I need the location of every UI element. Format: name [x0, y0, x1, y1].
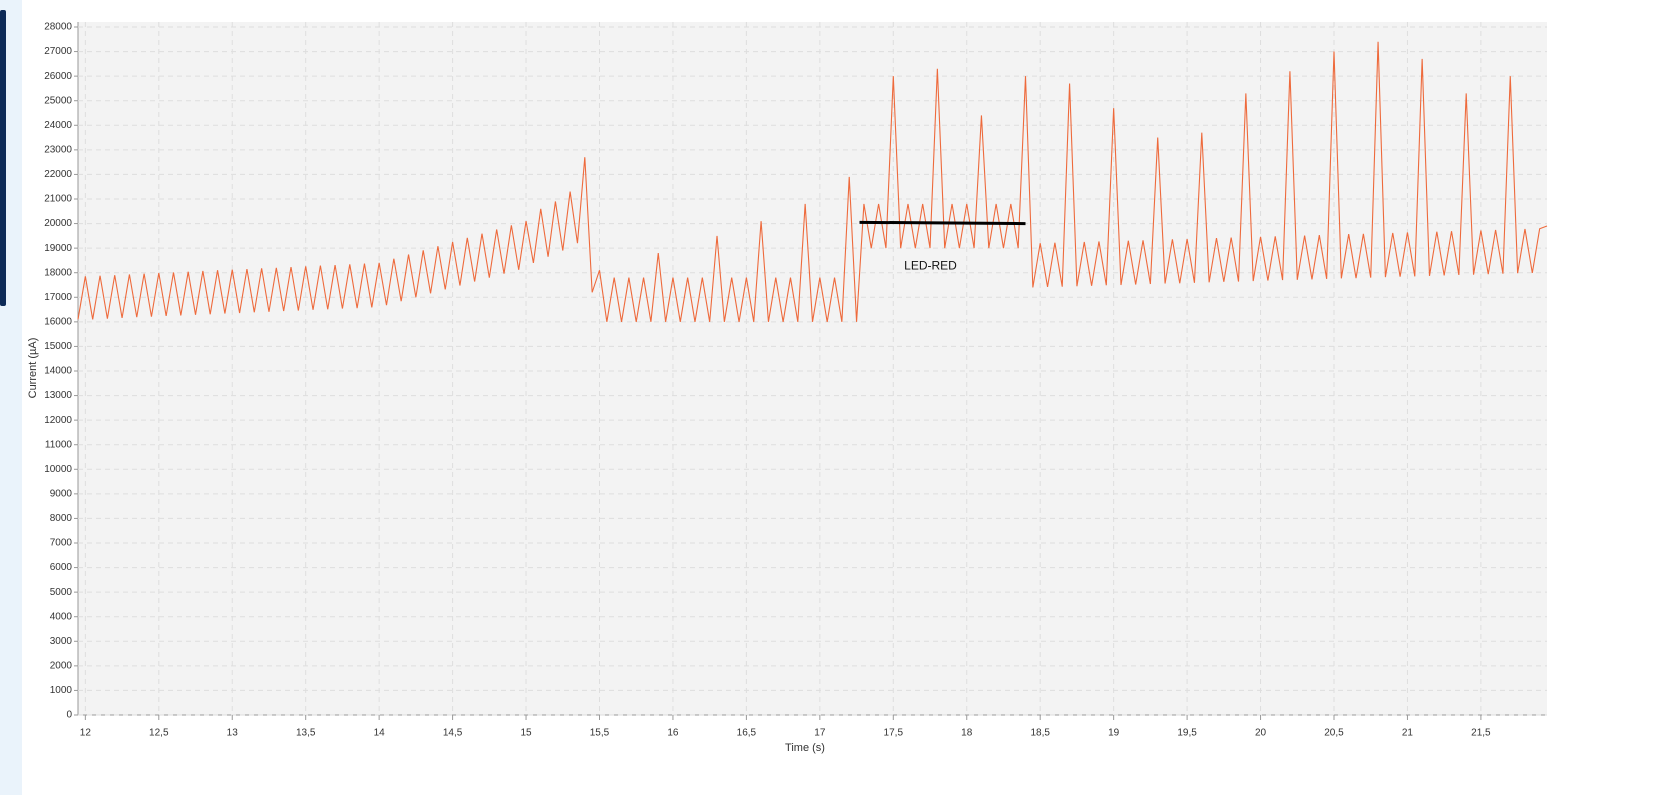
x-tick-label: 17 — [814, 728, 826, 739]
sidebar-handle[interactable] — [0, 10, 6, 306]
y-tick-label: 17000 — [44, 292, 72, 303]
x-tick-label: 12 — [80, 728, 92, 739]
annotation-line — [859, 220, 1026, 226]
x-tick-label: 16,5 — [737, 728, 757, 739]
y-tick-label: 22000 — [44, 169, 72, 180]
x-tick-label: 19,5 — [1177, 728, 1197, 739]
y-tick-label: 2000 — [50, 660, 73, 671]
y-tick-label: 4000 — [50, 611, 73, 622]
x-tick-label: 15,5 — [590, 728, 610, 739]
x-tick-label: 20 — [1255, 728, 1267, 739]
y-tick-label: 20000 — [44, 218, 72, 229]
y-tick-label: 12000 — [44, 415, 72, 426]
y-tick-label: 15000 — [44, 341, 72, 352]
y-tick-label: 24000 — [44, 120, 72, 131]
y-tick-label: 1000 — [50, 685, 73, 696]
y-tick-label: 27000 — [44, 46, 72, 57]
y-tick-label: 11000 — [45, 439, 73, 450]
y-tick-label: 25000 — [44, 95, 72, 106]
x-tick-label: 14 — [374, 728, 386, 739]
y-tick-label: 19000 — [44, 243, 72, 254]
x-axis-title: Time (s) — [785, 742, 825, 754]
x-tick-label: 18,5 — [1030, 728, 1050, 739]
y-tick-label: 5000 — [50, 587, 73, 598]
y-tick-label: 6000 — [50, 562, 73, 573]
y-tick-label: 7000 — [50, 538, 73, 549]
x-tick-label: 21,5 — [1471, 728, 1491, 739]
y-tick-label: 28000 — [44, 22, 72, 33]
x-tick-label: 18 — [961, 728, 973, 739]
data-line — [77, 41, 1548, 322]
x-tick-label: 13 — [227, 728, 239, 739]
y-tick-label: 10000 — [44, 464, 72, 475]
x-tick-label: 16 — [667, 728, 679, 739]
annotation-text: LED-RED — [904, 259, 957, 273]
x-tick-label: 17,5 — [884, 728, 904, 739]
x-tick-label: 20,5 — [1324, 728, 1344, 739]
y-axis-title: Current (µA) — [27, 338, 39, 399]
y-tick-label: 26000 — [44, 71, 72, 82]
x-tick-label: 15 — [520, 728, 532, 739]
y-tick-label: 3000 — [50, 636, 73, 647]
y-tick-label: 18000 — [44, 267, 72, 278]
plot-area — [78, 22, 1547, 715]
y-tick-label: 23000 — [44, 144, 72, 155]
x-tick-label: 21 — [1402, 728, 1414, 739]
y-tick-label: 21000 — [44, 194, 72, 205]
y-tick-label: 13000 — [44, 390, 72, 401]
y-tick-label: 8000 — [50, 513, 73, 524]
y-tick-label: 16000 — [44, 316, 72, 327]
x-tick-label: 19 — [1108, 728, 1120, 739]
x-tick-label: 12,5 — [149, 728, 169, 739]
y-tick-label: 9000 — [50, 488, 73, 499]
x-tick-label: 13,5 — [296, 728, 316, 739]
y-tick-label: 0 — [66, 710, 72, 721]
x-tick-label: 14,5 — [443, 728, 463, 739]
y-tick-label: 14000 — [44, 366, 72, 377]
